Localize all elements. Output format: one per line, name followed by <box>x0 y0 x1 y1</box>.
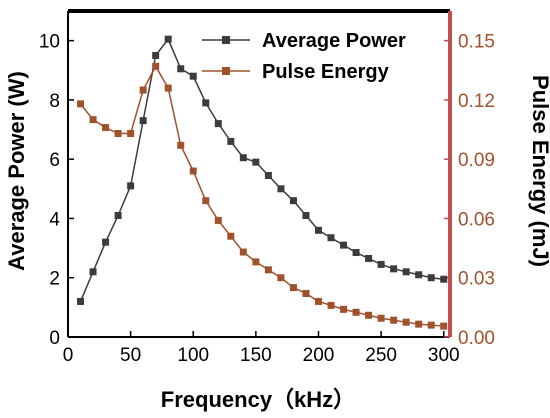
right-y-tick-label: 0.00 <box>458 328 495 349</box>
data-point <box>340 241 348 249</box>
data-point <box>365 311 373 319</box>
right-y-tick-label: 0.03 <box>458 269 495 290</box>
data-point <box>202 99 210 107</box>
data-point <box>114 129 122 137</box>
data-point <box>390 316 398 324</box>
left-y-tick-label: 6 <box>49 150 60 171</box>
data-point <box>277 274 285 282</box>
data-point <box>102 238 110 246</box>
legend-label: Average Power <box>262 30 406 52</box>
x-tick-label: 0 <box>63 345 74 366</box>
data-point <box>164 35 172 43</box>
data-point <box>327 234 335 242</box>
x-tick-label: 50 <box>120 345 141 366</box>
left-y-axis-ticks: 0 2 4 6 8 10 <box>39 32 74 349</box>
data-point <box>440 275 448 283</box>
x-axis-label: Frequency（kHz） <box>161 387 355 412</box>
data-point <box>127 129 135 137</box>
x-tick-label: 100 <box>177 345 209 366</box>
data-point <box>127 182 135 190</box>
series-average-power <box>77 35 448 305</box>
left-y-tick-label: 0 <box>49 328 60 349</box>
data-point <box>202 197 210 205</box>
x-tick-label: 150 <box>240 345 272 366</box>
data-point <box>139 86 147 94</box>
data-point <box>377 260 385 268</box>
data-point <box>352 249 360 257</box>
data-point <box>252 158 260 166</box>
right-y-axis-label: Pulse Energy (mJ) <box>528 75 550 267</box>
data-point <box>289 284 297 292</box>
left-y-tick-label: 4 <box>49 209 60 230</box>
data-point <box>239 248 247 256</box>
data-point <box>77 297 85 305</box>
data-point <box>177 65 185 73</box>
left-y-tick-label: 2 <box>49 269 60 290</box>
data-point <box>327 301 335 309</box>
data-point <box>239 154 247 162</box>
data-point <box>352 308 360 316</box>
data-point <box>264 266 272 274</box>
right-y-tick-label: 0.09 <box>458 150 495 171</box>
series-layer <box>77 35 448 330</box>
data-point <box>415 271 423 279</box>
left-y-tick-label: 8 <box>49 91 60 112</box>
data-point <box>227 232 235 240</box>
plot-frame <box>67 9 452 338</box>
data-point <box>302 290 310 298</box>
data-point <box>415 320 423 328</box>
x-tick-label: 300 <box>428 345 460 366</box>
data-point <box>189 72 197 80</box>
right-y-axis-ticks: 0.00 0.03 0.06 0.09 0.12 0.15 <box>444 32 495 349</box>
data-point <box>427 321 435 329</box>
data-point <box>402 318 410 326</box>
series-line <box>79 64 444 327</box>
data-point <box>264 171 272 179</box>
x-tick-label: 250 <box>365 345 397 366</box>
legend: Average Power Pulse Energy <box>202 30 406 83</box>
data-point <box>152 51 160 59</box>
x-tick-label: 200 <box>303 345 335 366</box>
legend-marker <box>222 36 230 44</box>
right-y-tick-label: 0.15 <box>458 32 495 53</box>
data-point <box>314 297 322 305</box>
data-point <box>177 141 185 149</box>
data-point <box>152 62 160 70</box>
data-point <box>139 117 147 125</box>
data-point <box>189 167 197 175</box>
data-point <box>314 226 322 234</box>
data-point <box>427 274 435 282</box>
data-point <box>89 268 97 276</box>
data-point <box>440 322 448 330</box>
data-point <box>365 254 373 262</box>
left-y-axis-label: Average Power (W) <box>4 71 29 271</box>
data-point <box>252 258 260 266</box>
right-y-tick-label: 0.06 <box>458 209 495 230</box>
data-point <box>377 314 385 322</box>
data-point <box>302 211 310 219</box>
left-y-tick-label: 10 <box>39 32 60 53</box>
data-point <box>289 197 297 205</box>
data-point <box>164 84 172 92</box>
data-point <box>227 137 235 145</box>
data-point <box>402 268 410 276</box>
data-point <box>89 116 97 124</box>
data-point <box>77 100 85 108</box>
legend-marker <box>222 67 230 75</box>
data-point <box>214 216 222 224</box>
data-point <box>114 211 122 219</box>
x-axis-ticks: 0 50 100 150 200 250 300 <box>63 331 460 366</box>
data-point <box>214 120 222 128</box>
data-point <box>102 124 110 132</box>
legend-label: Pulse Energy <box>262 61 390 83</box>
data-point <box>277 185 285 193</box>
data-point <box>390 265 398 273</box>
right-y-tick-label: 0.12 <box>458 91 495 112</box>
series-pulse-energy <box>77 62 448 330</box>
data-point <box>340 305 348 313</box>
